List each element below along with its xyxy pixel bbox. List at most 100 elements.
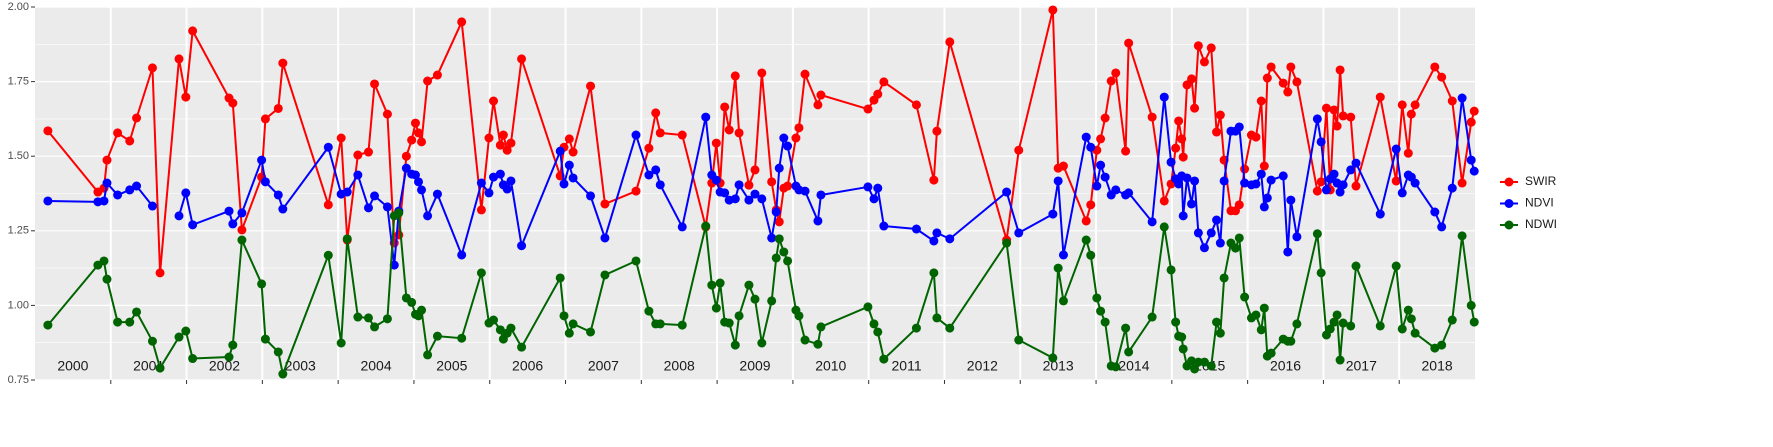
data-point (744, 280, 754, 290)
data-point (586, 191, 596, 201)
data-point (783, 141, 793, 151)
data-point (336, 338, 346, 348)
y-tick-label: 1.25 (8, 225, 29, 237)
data-point (879, 354, 889, 364)
data-point (1219, 273, 1229, 283)
data-point (1283, 247, 1293, 257)
data-point (410, 170, 420, 180)
data-point (715, 278, 725, 288)
legend-label: NDVI (1525, 196, 1554, 210)
data-point (228, 98, 238, 108)
data-point (1292, 232, 1302, 242)
data-point (1187, 74, 1197, 84)
year-label: 2006 (512, 358, 543, 374)
data-point (382, 109, 392, 119)
data-point (457, 17, 467, 27)
data-point (1215, 238, 1225, 248)
data-point (879, 221, 889, 231)
data-point (323, 142, 333, 152)
data-point (711, 303, 721, 313)
data-point (1166, 265, 1176, 275)
data-point (502, 184, 512, 194)
data-point (1086, 250, 1096, 260)
data-point (432, 189, 442, 199)
data-point (147, 63, 157, 73)
data-point (1312, 114, 1322, 124)
data-point (476, 178, 486, 188)
data-point (1124, 347, 1134, 357)
data-point (273, 103, 283, 113)
data-point (113, 190, 123, 200)
legend-label: SWIR (1525, 174, 1557, 188)
data-point (711, 175, 721, 185)
data-point (559, 311, 569, 321)
data-point (1124, 188, 1134, 198)
data-point (701, 221, 711, 231)
data-point (813, 216, 823, 226)
data-point (125, 185, 135, 195)
data-point (224, 352, 234, 362)
data-point (1002, 238, 1012, 248)
data-point (911, 100, 921, 110)
data-point (1212, 127, 1222, 137)
data-point (651, 165, 661, 175)
data-point (1096, 306, 1106, 316)
data-point (1259, 161, 1269, 171)
data-point (879, 77, 889, 87)
data-point (1351, 261, 1361, 271)
data-point (413, 177, 423, 187)
data-point (1187, 356, 1197, 366)
data-point (1193, 41, 1203, 51)
data-point (863, 104, 873, 114)
data-point (1312, 229, 1322, 239)
data-point (489, 315, 499, 325)
data-point (1174, 116, 1184, 126)
data-point (757, 68, 767, 78)
data-point (1206, 43, 1216, 53)
data-point (489, 172, 499, 182)
data-point (929, 236, 939, 246)
data-point (932, 126, 942, 136)
year-label: 2013 (1043, 358, 1074, 374)
y-tick-label: 1.00 (8, 299, 29, 311)
year-label: 2005 (436, 358, 467, 374)
data-point (1048, 353, 1058, 363)
data-point (1292, 77, 1302, 87)
data-point (1159, 222, 1169, 232)
data-point (771, 253, 781, 263)
data-point (1466, 155, 1476, 165)
data-point (1159, 92, 1169, 102)
data-point (1346, 165, 1356, 175)
data-point (1177, 134, 1187, 144)
data-point (353, 150, 363, 160)
data-point (382, 314, 392, 324)
data-point (1286, 195, 1296, 205)
data-point (188, 220, 198, 230)
data-point (1171, 143, 1181, 153)
data-point (1406, 314, 1416, 324)
data-point (644, 170, 654, 180)
data-point (363, 313, 373, 323)
data-point (506, 176, 516, 186)
data-point (555, 146, 565, 156)
data-point (1278, 171, 1288, 181)
data-point (413, 128, 423, 138)
data-point (1256, 96, 1266, 106)
data-point (1234, 233, 1244, 243)
data-point (1106, 76, 1116, 86)
data-point (1338, 111, 1348, 121)
data-point (1048, 5, 1058, 15)
data-point (1100, 113, 1110, 123)
data-point (506, 323, 516, 333)
data-point (237, 208, 247, 218)
data-point (1178, 344, 1188, 354)
data-point (237, 235, 247, 245)
data-point (1335, 65, 1345, 75)
data-point (744, 195, 754, 205)
data-point (1100, 172, 1110, 182)
data-point (1346, 321, 1356, 331)
data-point (125, 136, 135, 146)
data-point (734, 311, 744, 321)
data-point (1100, 317, 1110, 327)
